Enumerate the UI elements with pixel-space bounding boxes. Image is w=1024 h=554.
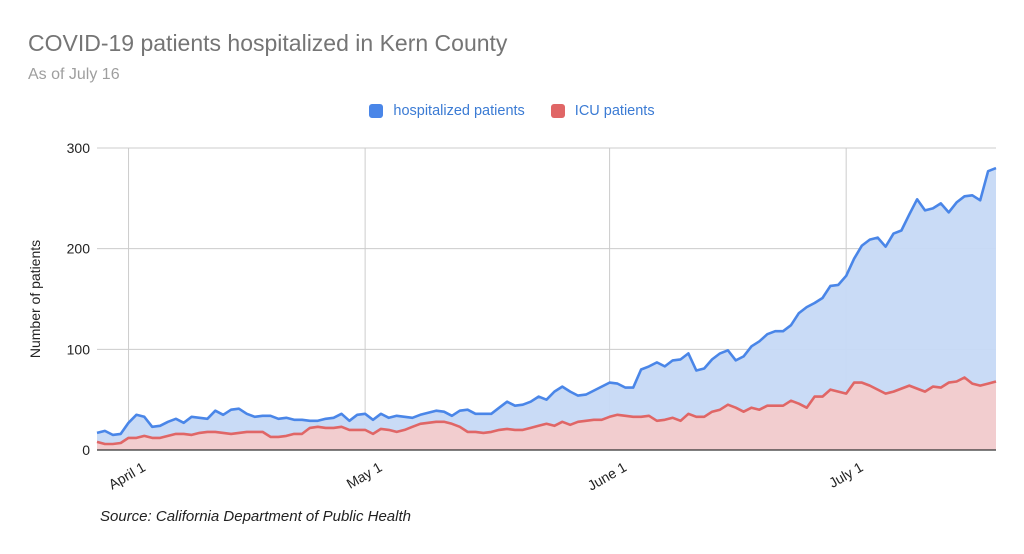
source-note: Source: California Department of Public … xyxy=(100,508,411,525)
legend: hospitalized patients ICU patients xyxy=(0,103,1024,119)
x-tick-label: June 1 xyxy=(585,459,630,494)
chart-subtitle: As of July 16 xyxy=(28,66,120,83)
y-tick-label: 300 xyxy=(67,140,91,156)
y-tick-label: 200 xyxy=(67,241,91,257)
legend-swatch-hospitalized xyxy=(369,104,384,118)
x-tick-label: April 1 xyxy=(106,459,149,493)
legend-item-hospitalized[interactable]: hospitalized patients xyxy=(369,103,525,119)
chart-title: COVID-19 patients hospitalized in Kern C… xyxy=(28,30,508,56)
legend-label-icu: ICU patients xyxy=(574,103,655,119)
area-hospitalized xyxy=(97,168,996,450)
legend-label-hospitalized: hospitalized patients xyxy=(393,103,525,119)
area-icu xyxy=(97,377,996,450)
y-tick-label: 0 xyxy=(82,442,90,458)
x-tick-label: May 1 xyxy=(344,459,385,492)
y-axis-label: Number of patients xyxy=(27,240,43,358)
x-tick-label: July 1 xyxy=(826,459,866,491)
legend-swatch-icu xyxy=(550,104,565,118)
legend-item-icu[interactable]: ICU patients xyxy=(550,103,655,119)
line-hospitalized xyxy=(96,166,997,437)
line-icu xyxy=(96,376,997,446)
y-tick-label: 100 xyxy=(67,341,91,357)
